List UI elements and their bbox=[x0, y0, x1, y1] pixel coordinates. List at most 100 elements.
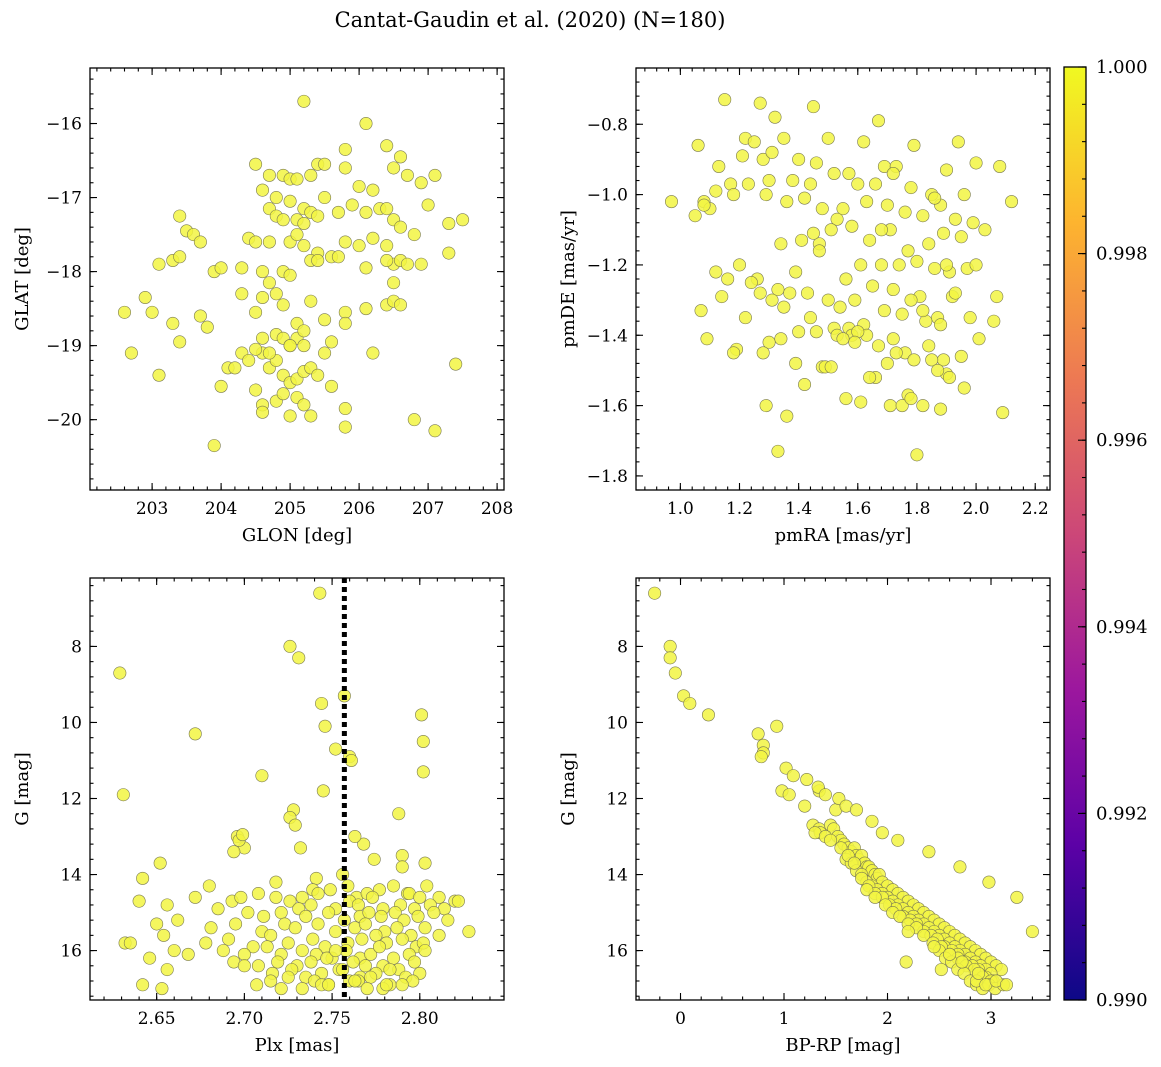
data-point bbox=[795, 233, 809, 247]
data-point bbox=[392, 807, 406, 821]
data-point bbox=[255, 291, 269, 305]
data-point bbox=[827, 167, 841, 181]
data-point bbox=[255, 183, 269, 197]
data-point bbox=[408, 955, 422, 969]
data-point bbox=[857, 135, 871, 149]
data-point bbox=[136, 871, 150, 885]
data-point bbox=[228, 361, 242, 375]
data-point bbox=[173, 335, 187, 349]
data-point bbox=[359, 205, 373, 219]
data-point bbox=[847, 856, 861, 870]
data-point bbox=[880, 198, 894, 212]
data-point bbox=[727, 188, 741, 202]
data-point bbox=[891, 833, 905, 847]
data-point bbox=[306, 932, 320, 946]
data-point bbox=[260, 940, 274, 954]
data-point bbox=[204, 921, 218, 935]
data-point bbox=[782, 788, 796, 802]
panel-plxg: 2.65 2.70 2.75 2.80 8 10 12 14 16 Plx [mas] G [mag… bbox=[12, 577, 505, 1056]
y-tick-label: −16 bbox=[46, 115, 82, 135]
data-point bbox=[898, 205, 912, 219]
data-point bbox=[362, 906, 376, 920]
colorbar-tick-label: 1.000 bbox=[1096, 57, 1148, 78]
data-point bbox=[907, 353, 921, 367]
data-point bbox=[860, 195, 874, 209]
data-point bbox=[366, 231, 380, 245]
data-point bbox=[416, 765, 430, 779]
data-point bbox=[849, 803, 863, 817]
x-tick-label: 1 bbox=[779, 1009, 790, 1029]
data-point bbox=[236, 828, 250, 842]
x-axis-label: pmRA [mas/yr] bbox=[775, 525, 912, 546]
data-point bbox=[235, 261, 249, 275]
data-point bbox=[954, 230, 968, 244]
y-tick-label: −0.8 bbox=[587, 115, 628, 135]
data-point bbox=[688, 209, 702, 223]
data-point bbox=[904, 293, 918, 307]
x-tick-label: 1.6 bbox=[844, 499, 871, 519]
data-point bbox=[318, 191, 332, 205]
data-point bbox=[848, 335, 862, 349]
data-point bbox=[993, 159, 1007, 173]
data-point bbox=[806, 100, 820, 114]
data-point bbox=[264, 928, 278, 942]
data-point bbox=[311, 253, 325, 267]
data-point bbox=[863, 233, 877, 247]
data-point bbox=[421, 198, 435, 212]
data-point bbox=[786, 174, 800, 188]
data-point bbox=[357, 837, 371, 851]
data-point bbox=[771, 283, 785, 297]
data-point bbox=[229, 917, 243, 931]
data-point bbox=[138, 291, 152, 305]
data-point bbox=[413, 890, 427, 904]
data-point bbox=[372, 940, 386, 954]
data-point bbox=[721, 272, 735, 286]
data-point bbox=[338, 161, 352, 175]
data-point bbox=[694, 304, 708, 318]
data-point bbox=[934, 963, 948, 977]
data-point bbox=[824, 360, 838, 374]
data-point bbox=[364, 947, 378, 961]
data-point bbox=[978, 223, 992, 237]
data-point bbox=[297, 216, 311, 230]
data-point bbox=[798, 799, 812, 813]
data-point bbox=[283, 339, 297, 353]
data-point bbox=[895, 307, 909, 321]
data-point bbox=[863, 370, 877, 384]
data-point bbox=[290, 228, 304, 242]
data-point bbox=[166, 316, 180, 330]
data-point bbox=[789, 265, 803, 279]
x-tick-label: 2.80 bbox=[401, 1009, 439, 1029]
data-point bbox=[294, 841, 308, 855]
data-point bbox=[262, 276, 276, 290]
data-point bbox=[249, 235, 263, 249]
data-point bbox=[815, 202, 829, 216]
data-point bbox=[380, 239, 394, 253]
data-point bbox=[801, 286, 815, 300]
data-point bbox=[414, 176, 428, 190]
x-tick-label: 2.65 bbox=[138, 1009, 176, 1029]
data-point bbox=[386, 879, 400, 893]
data-point bbox=[358, 959, 372, 973]
data-point bbox=[264, 974, 278, 988]
data-point bbox=[387, 276, 401, 290]
data-point bbox=[428, 424, 442, 438]
colorbar-tick-label: 0.994 bbox=[1096, 617, 1148, 638]
data-point bbox=[869, 177, 883, 191]
data-point bbox=[901, 244, 915, 258]
data-point bbox=[255, 331, 269, 345]
data-point bbox=[709, 265, 723, 279]
data-point bbox=[348, 830, 362, 844]
data-point bbox=[299, 909, 313, 923]
data-point bbox=[824, 833, 838, 847]
data-point bbox=[982, 875, 996, 889]
x-tick-label: 1.4 bbox=[785, 499, 812, 519]
data-point bbox=[768, 110, 782, 124]
data-point bbox=[167, 944, 181, 958]
data-point bbox=[295, 944, 309, 958]
x-tick-label: 205 bbox=[274, 499, 306, 519]
data-point bbox=[789, 356, 803, 370]
data-point bbox=[358, 917, 372, 931]
data-point bbox=[925, 353, 939, 367]
x-tick-label: 203 bbox=[136, 499, 168, 519]
